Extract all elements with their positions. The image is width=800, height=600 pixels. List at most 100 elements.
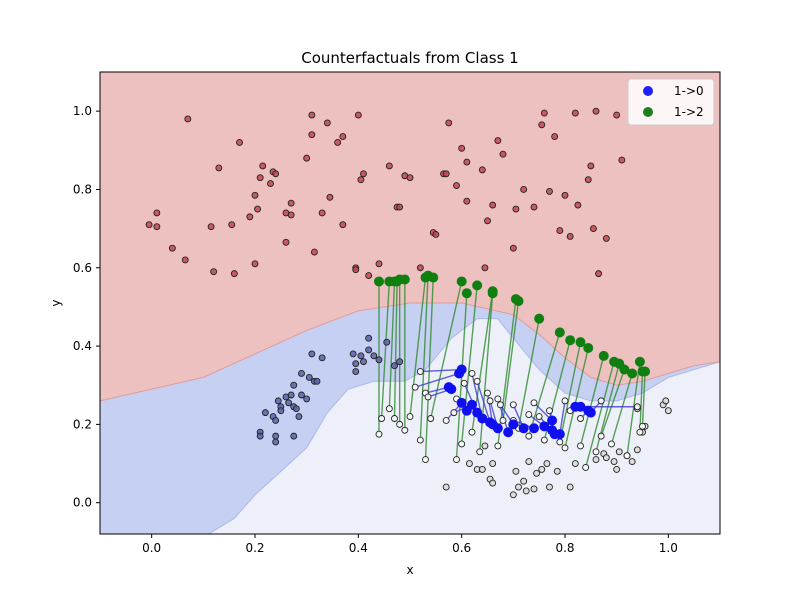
class-0-point (168, 244, 176, 252)
x-axis-label: x (406, 563, 413, 577)
source-point (468, 428, 476, 436)
source-point (450, 409, 458, 417)
source-point (391, 415, 398, 422)
y-axis-label: y (49, 299, 63, 306)
class-0-point (520, 186, 528, 193)
legend-marker-1-0 (643, 86, 653, 96)
class-2-point (615, 448, 623, 456)
class-2-point (520, 477, 528, 485)
class-2-point (489, 479, 497, 487)
class-0-point (272, 170, 280, 178)
source-point (385, 405, 393, 413)
class-0-point (246, 213, 254, 221)
x-tick-label: 0.4 (349, 541, 368, 555)
class-1-point (272, 432, 280, 440)
x-tick-label: 1.0 (659, 541, 678, 555)
x-tick-label: 0.6 (452, 541, 471, 555)
cf-line-to-2 (420, 368, 462, 373)
class-0-point (453, 182, 460, 189)
class-0-point (571, 109, 579, 117)
counterfactual-point-1-2 (472, 280, 483, 291)
class-1-point (365, 334, 373, 342)
class-0-point (251, 191, 259, 199)
class-0-point (484, 217, 491, 225)
class-0-point (184, 115, 192, 123)
plot-area (99, 71, 721, 535)
counterfactual-point-1-0 (461, 405, 472, 416)
source-point (577, 415, 584, 422)
source-point (597, 397, 605, 405)
source-point (416, 368, 424, 375)
class-1-point (305, 373, 313, 381)
class-0-point (308, 131, 316, 139)
class-0-point (432, 231, 440, 238)
class-2-point (633, 446, 641, 454)
source-point (597, 432, 605, 440)
source-point (378, 415, 386, 422)
class-1-point (391, 362, 398, 370)
class-0-point (228, 221, 236, 229)
source-point (406, 413, 414, 420)
source-point (546, 407, 553, 415)
x-tick-label: 0.0 (142, 541, 161, 555)
class-0-point (584, 176, 592, 184)
class-2-point (509, 491, 517, 499)
source-point (458, 440, 466, 448)
counterfactual-point-1-0 (456, 364, 467, 375)
class-2-point (515, 483, 522, 491)
cf-line-to-0 (393, 281, 398, 419)
class-1-point (277, 407, 285, 415)
class-0-point (463, 197, 471, 205)
counterfactual-point-1-2 (487, 288, 498, 299)
class-1-point (357, 352, 365, 360)
class-1-point (352, 360, 360, 368)
cf-line-to-0 (409, 277, 427, 417)
class-1-point (383, 338, 391, 346)
class-1-point (292, 405, 300, 413)
class-1-point (313, 377, 321, 385)
source-point (509, 401, 517, 409)
class-0-point (530, 203, 538, 211)
counterfactual-point-1-0 (492, 423, 503, 434)
source-point (453, 456, 460, 464)
cf-line-to-2 (559, 400, 566, 435)
class-2-point (628, 458, 636, 466)
class-0-point (354, 111, 362, 119)
class-0-point (287, 211, 295, 219)
y-tick-label: 0.6 (73, 261, 92, 275)
source-point (525, 411, 533, 419)
class-1-point (375, 356, 383, 364)
counterfactual-point-1-2 (428, 272, 439, 283)
class-0-point (481, 264, 489, 272)
source-point (582, 463, 590, 471)
source-point (468, 370, 476, 377)
source-point (486, 397, 494, 405)
chart-title: Counterfactuals from Class 1 (301, 49, 518, 67)
class-0-point (613, 111, 621, 119)
class-1-point (272, 417, 280, 424)
class-0-point (153, 209, 161, 217)
source-point (561, 397, 569, 405)
class-0-point (360, 170, 367, 178)
cf-line-to-0 (380, 281, 391, 419)
class-0-point (334, 139, 342, 146)
counterfactual-point-1-2 (461, 288, 472, 299)
class-1-point (349, 350, 357, 358)
counterfactual-point-1-0 (518, 423, 529, 434)
class-2-point (543, 460, 551, 467)
counterfactual-point-1-2 (619, 364, 630, 375)
class-2-point (613, 465, 621, 473)
class-0-point (494, 137, 502, 144)
class-0-point (357, 176, 365, 184)
source-point (442, 417, 450, 424)
class-1-point (272, 438, 280, 446)
class-2-point (530, 485, 538, 493)
class-1-point (396, 358, 404, 366)
class-2-point (465, 460, 473, 467)
legend-label-1-2: 1->2 (674, 105, 704, 119)
counterfactual-point-1-0 (503, 427, 514, 438)
class-0-point (538, 121, 546, 129)
source-point (375, 430, 383, 438)
x-tick-label: 0.2 (245, 541, 264, 555)
class-0-point (509, 244, 517, 252)
